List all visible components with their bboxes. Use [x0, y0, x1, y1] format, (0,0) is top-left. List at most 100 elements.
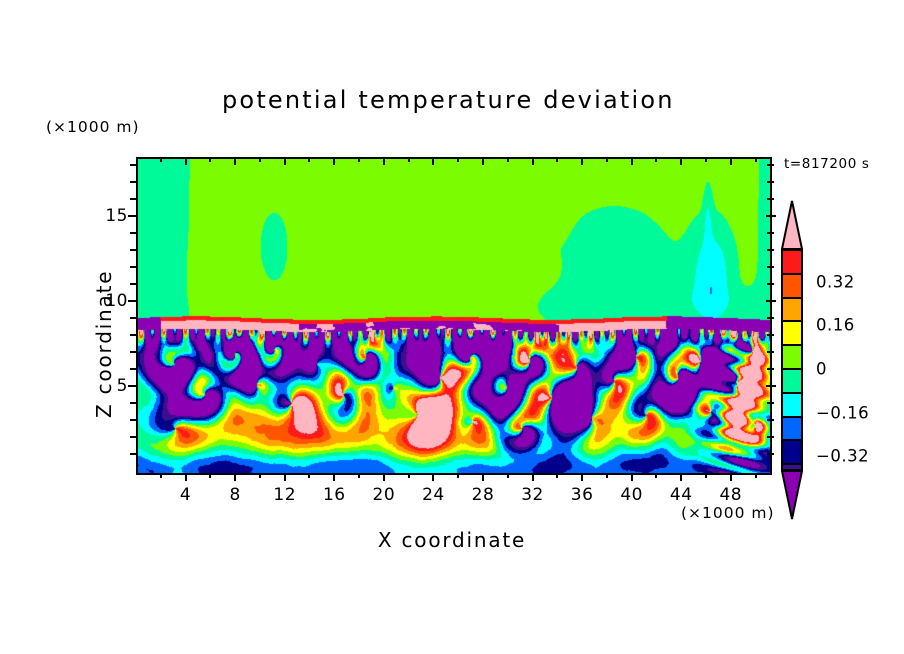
x-tick-minor — [159, 473, 162, 478]
temperature-deviation-field — [138, 159, 770, 473]
x-tick-major — [283, 473, 286, 481]
x-tick-minor — [705, 473, 708, 478]
y-tick-minor-right — [767, 419, 774, 422]
x-tick-label: 44 — [669, 485, 693, 505]
colorbar-band — [783, 367, 801, 392]
colorbar-top-arrow-icon — [781, 200, 803, 250]
y-tick-minor-right — [767, 453, 774, 456]
y-tick-minor-right — [767, 402, 774, 405]
y-tick-minor — [130, 453, 137, 456]
x-tick-label: 12 — [273, 485, 297, 505]
y-tick-minor — [130, 419, 137, 422]
x-tick-major — [184, 473, 187, 481]
simulation-time-label: t=817200 s — [784, 156, 870, 172]
y-tick-label: 5 — [116, 376, 128, 397]
x-tick-minor-top — [308, 157, 311, 162]
y-tick-minor-right — [767, 266, 774, 269]
colorbar-tick-label: −0.32 — [816, 446, 870, 466]
y-axis-label: Z coordinate — [92, 269, 116, 418]
x-tick-major-top — [581, 157, 584, 165]
colorbar-band — [783, 344, 801, 368]
x-tick-label: 20 — [372, 485, 396, 505]
x-tick-minor-top — [506, 157, 509, 162]
x-tick-minor — [506, 473, 509, 478]
y-tick-minor-right — [767, 232, 774, 235]
y-tick-minor-right — [767, 249, 774, 252]
x-tick-minor-top — [754, 157, 757, 162]
colorbar: 0.32 0.16 0 −0.16 −0.32 — [778, 200, 869, 520]
x-tick-label: 48 — [719, 485, 743, 505]
x-tick-major-top — [432, 157, 435, 165]
y-tick-major-right — [766, 385, 776, 388]
x-tick-minor-top — [605, 157, 608, 162]
x-tick-major — [481, 473, 484, 481]
x-tick-minor — [556, 473, 559, 478]
y-tick-minor-right — [767, 164, 774, 167]
colorbar-band — [783, 320, 801, 345]
x-tick-minor — [258, 473, 261, 478]
x-tick-label: 36 — [570, 485, 594, 505]
x-tick-major — [630, 473, 633, 481]
y-tick-minor — [130, 198, 137, 201]
y-tick-minor — [130, 317, 137, 320]
y-tick-minor — [130, 368, 137, 371]
y-tick-minor — [130, 334, 137, 337]
y-tick-minor-right — [767, 283, 774, 286]
y-tick-label: 10 — [105, 291, 128, 312]
x-tick-major-top — [283, 157, 286, 165]
y-tick-minor — [130, 249, 137, 252]
colorbar-bottom-arrow-icon — [781, 470, 803, 520]
y-tick-minor-right — [767, 351, 774, 354]
x-tick-major — [234, 473, 237, 481]
x-axis-label: X coordinate — [377, 528, 527, 552]
x-tick-major-top — [382, 157, 385, 165]
x-tick-major-top — [333, 157, 336, 165]
y-tick-minor-right — [767, 334, 774, 337]
x-tick-minor-top — [457, 157, 460, 162]
x-tick-major — [729, 473, 732, 481]
x-tick-minor — [457, 473, 460, 478]
x-tick-minor — [308, 473, 311, 478]
colorbar-band — [783, 272, 801, 297]
x-tick-major-top — [680, 157, 683, 165]
colorbar-band — [783, 391, 801, 416]
y-tick-major — [128, 300, 138, 303]
x-tick-minor-top — [655, 157, 658, 162]
plot-area — [136, 157, 772, 475]
colorbar-band — [783, 415, 801, 440]
x-tick-minor-top — [209, 157, 212, 162]
y-tick-major — [128, 385, 138, 388]
x-tick-minor-top — [556, 157, 559, 162]
y-tick-minor-right — [767, 436, 774, 439]
y-tick-minor-right — [767, 198, 774, 201]
y-tick-minor — [130, 283, 137, 286]
y-tick-minor — [130, 266, 137, 269]
x-tick-major — [531, 473, 534, 481]
x-tick-minor — [605, 473, 608, 478]
x-axis-units-label: (×1000 m) — [681, 504, 775, 522]
x-tick-minor-top — [258, 157, 261, 162]
x-tick-minor-top — [159, 157, 162, 162]
y-tick-major-right — [766, 215, 776, 218]
x-tick-label: 4 — [179, 485, 192, 505]
x-tick-minor — [754, 473, 757, 478]
x-tick-major — [382, 473, 385, 481]
colorbar-band — [783, 439, 801, 464]
x-tick-minor — [358, 473, 361, 478]
y-tick-minor-right — [767, 368, 774, 371]
colorbar-band — [783, 463, 801, 469]
colorbar-bands — [781, 249, 803, 471]
x-tick-major — [333, 473, 336, 481]
x-tick-label: 28 — [471, 485, 495, 505]
x-tick-major-top — [234, 157, 237, 165]
y-tick-minor — [130, 164, 137, 167]
colorbar-tick-label: 0 — [816, 359, 827, 379]
y-tick-minor-right — [767, 317, 774, 320]
x-tick-label: 32 — [521, 485, 544, 505]
x-tick-major-top — [481, 157, 484, 165]
x-tick-minor-top — [705, 157, 708, 162]
colorbar-tick-label: 0.32 — [816, 272, 855, 292]
x-tick-major-top — [729, 157, 732, 165]
x-tick-minor-top — [407, 157, 410, 162]
